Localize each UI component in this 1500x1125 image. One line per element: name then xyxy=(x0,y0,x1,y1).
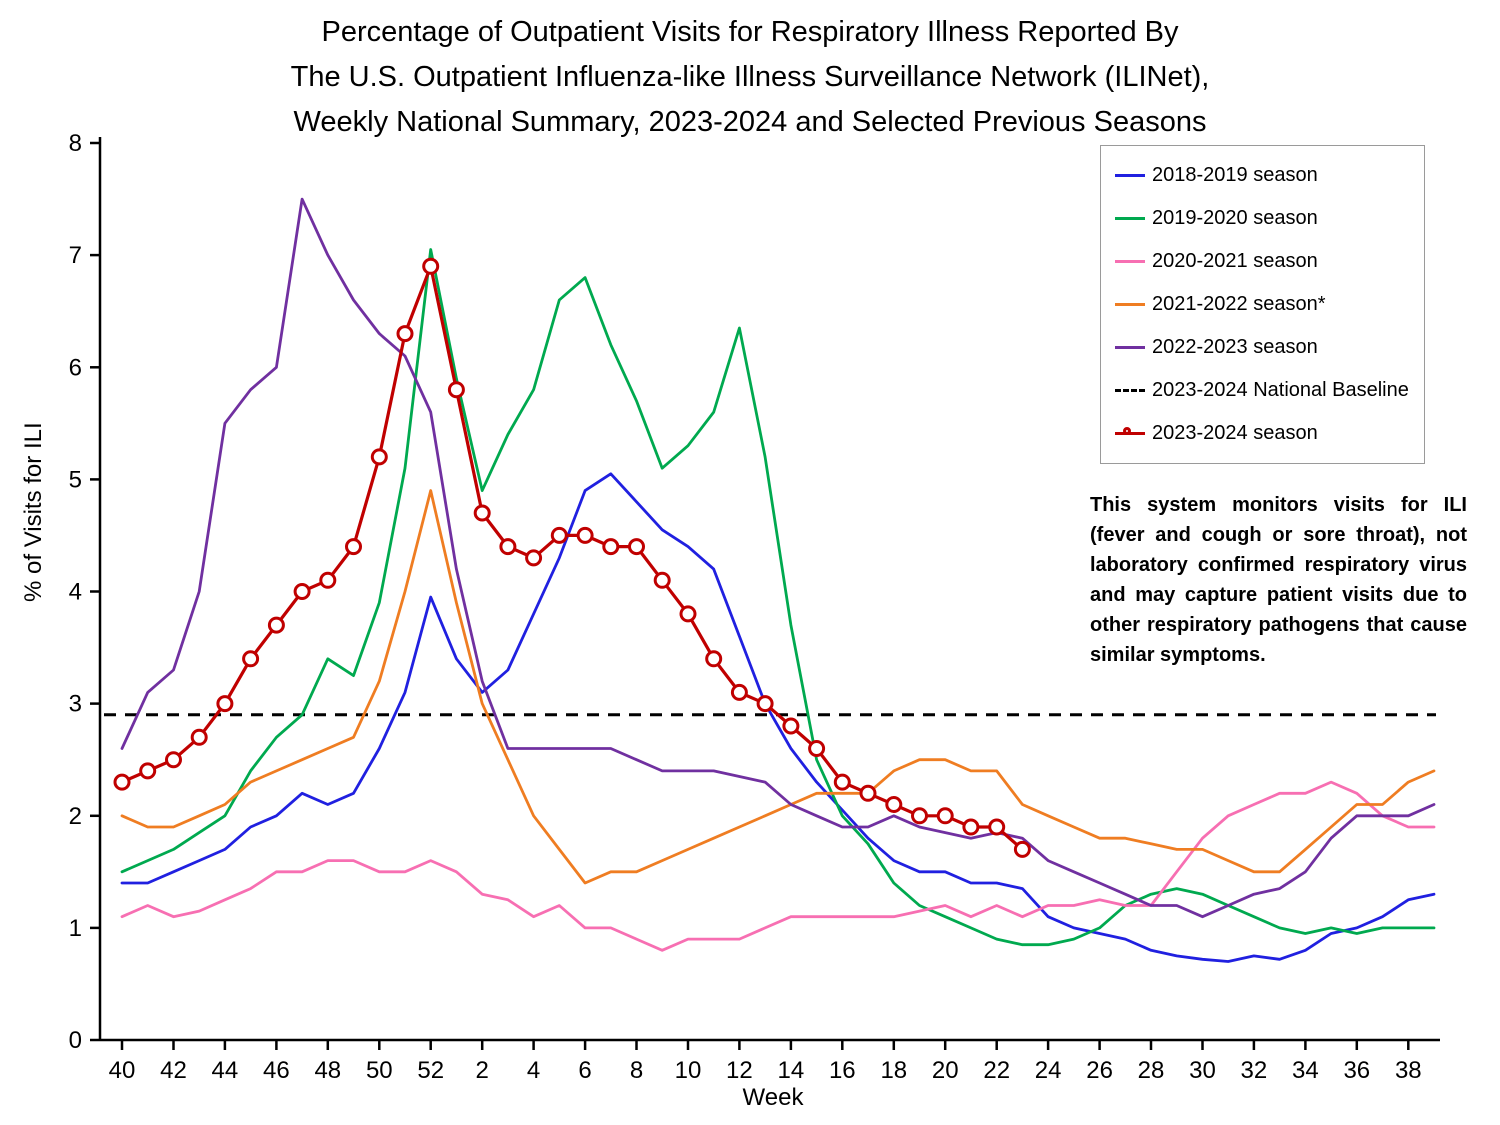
svg-text:12: 12 xyxy=(726,1057,753,1084)
legend-item-label: 2020-2021 season xyxy=(1152,250,1318,272)
legend-item-label: 2018-2019 season xyxy=(1152,164,1318,186)
svg-text:28: 28 xyxy=(1138,1057,1165,1084)
svg-text:5: 5 xyxy=(69,466,82,493)
y-axis-label: % of Visits for ILI xyxy=(20,422,47,602)
svg-text:4: 4 xyxy=(527,1057,540,1084)
legend-item-2023-2024: 2023-2024 season xyxy=(1101,412,1424,455)
chart-title-line2: The U.S. Outpatient Influenza-like Illne… xyxy=(290,61,1210,93)
svg-text:4: 4 xyxy=(69,579,82,606)
svg-text:18: 18 xyxy=(880,1057,907,1084)
svg-text:26: 26 xyxy=(1086,1057,1113,1084)
legend-marker-line-sample xyxy=(1115,427,1145,435)
svg-text:50: 50 xyxy=(366,1057,393,1084)
svg-text:36: 36 xyxy=(1343,1057,1370,1084)
svg-text:2: 2 xyxy=(69,803,82,830)
svg-text:3: 3 xyxy=(69,691,82,718)
svg-text:52: 52 xyxy=(417,1057,444,1084)
svg-text:20: 20 xyxy=(932,1057,959,1084)
svg-text:48: 48 xyxy=(314,1057,341,1084)
svg-text:8: 8 xyxy=(69,130,82,157)
svg-text:1: 1 xyxy=(69,915,82,942)
legend-item-label: 2021-2022 season* xyxy=(1152,293,1326,315)
legend-item-2022-2023: 2022-2023 season xyxy=(1101,326,1424,369)
svg-text:16: 16 xyxy=(829,1057,856,1084)
chart-title-line3: Weekly National Summary, 2023-2024 and S… xyxy=(293,106,1207,138)
svg-text:40: 40 xyxy=(109,1057,136,1084)
x-axis-label: Week xyxy=(742,1084,804,1111)
svg-text:22: 22 xyxy=(983,1057,1010,1084)
svg-text:42: 42 xyxy=(160,1057,187,1084)
legend-line-sample-purple xyxy=(1115,346,1145,349)
svg-text:34: 34 xyxy=(1292,1057,1319,1084)
legend-item-2021-2022: 2021-2022 season* xyxy=(1101,283,1424,326)
svg-text:38: 38 xyxy=(1395,1057,1422,1084)
svg-text:0: 0 xyxy=(69,1027,82,1054)
monitoring-note: This system monitors visits for ILI (fev… xyxy=(1090,494,1467,666)
legend-item-2018-2019: 2018-2019 season xyxy=(1101,154,1424,197)
svg-text:6: 6 xyxy=(578,1057,591,1084)
svg-text:10: 10 xyxy=(675,1057,702,1084)
legend-line-sample-orange xyxy=(1115,303,1145,306)
legend-item-label: 2023-2024 National Baseline xyxy=(1152,379,1409,401)
legend-item-label: 2019-2020 season xyxy=(1152,207,1318,229)
svg-text:46: 46 xyxy=(263,1057,290,1084)
legend-item-national-baseline: 2023-2024 National Baseline xyxy=(1101,369,1424,412)
legend-item-label: 2022-2023 season xyxy=(1152,336,1318,358)
legend-item-label: 2023-2024 season xyxy=(1152,422,1318,444)
legend-line-sample-blue xyxy=(1115,174,1145,177)
legend-item-2020-2021: 2020-2021 season xyxy=(1101,240,1424,283)
legend-item-2019-2020: 2019-2020 season xyxy=(1101,197,1424,240)
svg-text:44: 44 xyxy=(212,1057,239,1084)
svg-text:32: 32 xyxy=(1241,1057,1268,1084)
svg-text:6: 6 xyxy=(69,354,82,381)
chart-title-line1: Percentage of Outpatient Visits for Resp… xyxy=(321,16,1179,48)
legend-dashed-line-sample xyxy=(1115,389,1145,392)
svg-text:2: 2 xyxy=(476,1057,489,1084)
svg-text:7: 7 xyxy=(69,242,82,269)
legend-line-sample-pink xyxy=(1115,260,1145,263)
svg-text:8: 8 xyxy=(630,1057,643,1084)
svg-text:24: 24 xyxy=(1035,1057,1062,1084)
chart-title: Percentage of Outpatient Visits for Resp… xyxy=(0,10,1500,145)
svg-text:14: 14 xyxy=(778,1057,805,1084)
svg-text:30: 30 xyxy=(1189,1057,1216,1084)
legend-line-sample-green xyxy=(1115,217,1145,220)
legend: 2018-2019 season 2019-2020 season 2020-2… xyxy=(1100,145,1425,464)
